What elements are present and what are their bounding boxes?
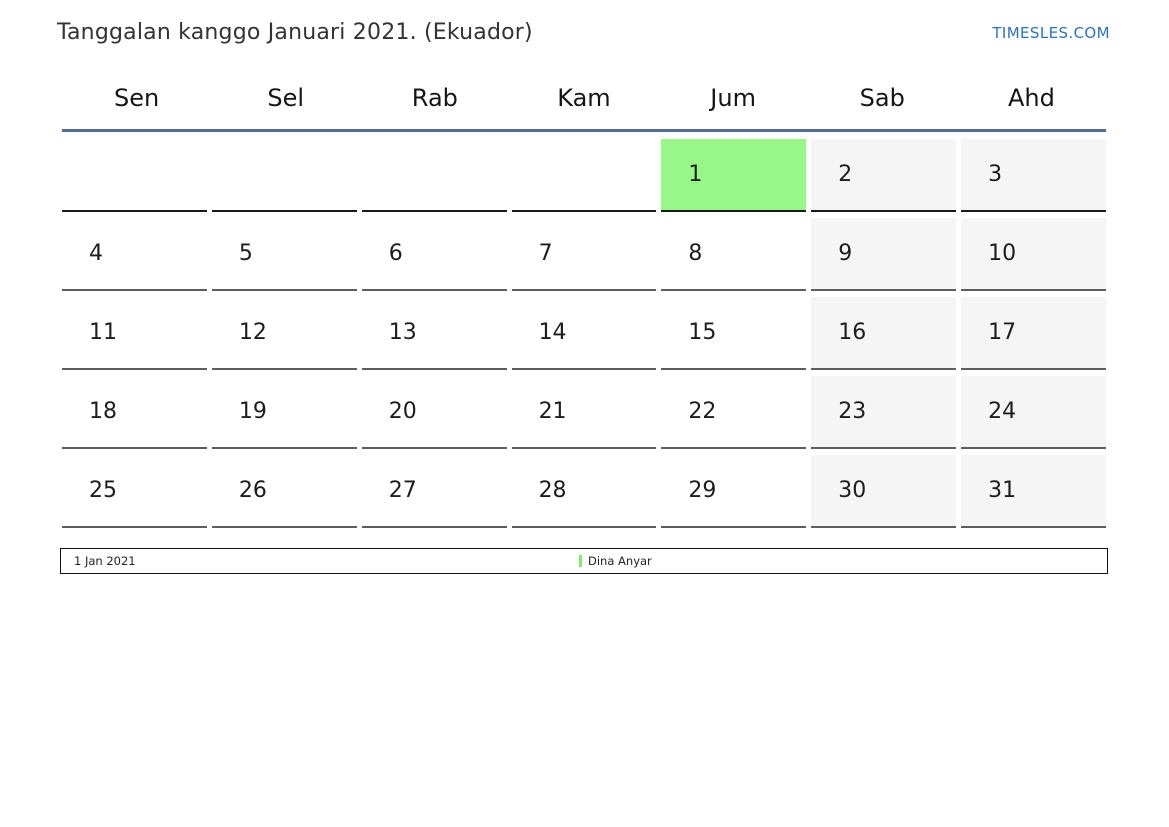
day-header: Rab <box>411 84 458 112</box>
calendar-day-cell: 19 <box>211 376 357 449</box>
calendar-day-cell: 27 <box>361 455 507 528</box>
calendar-day-cell: 15 <box>661 297 807 370</box>
calendar-day-cell: 2 <box>811 139 957 212</box>
page-title: Tanggalan kanggo Januari 2021. (Ekuador) <box>57 20 533 45</box>
day-header: Sel <box>267 84 305 112</box>
calendar-day-cell: 4 <box>62 218 207 291</box>
brand-link[interactable]: TIMESLES.COM <box>992 24 1110 42</box>
calendar-day-cell: 26 <box>211 455 357 528</box>
calendar-day-cell: 6 <box>361 218 507 291</box>
legend: Dina Anyar <box>579 549 652 573</box>
calendar: Sen Sel Rab Kam Jum Sab Ahd 1 2 3 4 5 6 7 8 9 10 11 12 13 1… <box>62 80 1106 528</box>
calendar-day-cell: 31 <box>961 455 1106 528</box>
calendar-day-cell: 18 <box>62 376 207 449</box>
calendar-day-cell: 8 <box>661 218 807 291</box>
day-header-row: Sen Sel Rab Kam Jum Sab Ahd <box>62 80 1106 129</box>
calendar-day-cell: 24 <box>961 376 1106 449</box>
calendar-day-cell: 23 <box>811 376 957 449</box>
calendar-day-cell: 30 <box>811 455 957 528</box>
calendar-day-cell: 16 <box>811 297 957 370</box>
calendar-day-cell: 22 <box>661 376 807 449</box>
calendar-day-cell-holiday: 1 <box>661 139 807 212</box>
calendar-day-cell: 7 <box>511 218 657 291</box>
calendar-day-cell: 10 <box>961 218 1106 291</box>
holiday-legend-label: Dina Anyar <box>588 554 652 568</box>
calendar-day-cell: 14 <box>511 297 657 370</box>
calendar-day-cell: 3 <box>961 139 1106 212</box>
calendar-day-cell: 12 <box>211 297 357 370</box>
day-header: Sen <box>113 84 160 112</box>
calendar-day-cell: 9 <box>811 218 957 291</box>
calendar-day-cell: 5 <box>211 218 357 291</box>
header-divider-line <box>62 129 1106 132</box>
calendar-day-cell: 28 <box>511 455 657 528</box>
footer-bar: 1 Jan 2021 Dina Anyar <box>60 548 1108 574</box>
footer-date-label: 1 Jan 2021 <box>74 554 136 568</box>
calendar-day-cell: 21 <box>511 376 657 449</box>
day-header: Ahd <box>1007 84 1055 112</box>
calendar-day-cell: 20 <box>361 376 507 449</box>
calendar-day-cell: 17 <box>961 297 1106 370</box>
calendar-day-cell: 29 <box>661 455 807 528</box>
calendar-day-cell: 13 <box>361 297 507 370</box>
holiday-legend-marker <box>579 555 582 567</box>
calendar-day-cell: 25 <box>62 455 207 528</box>
calendar-day-cell: 11 <box>62 297 207 370</box>
calendar-empty-cell <box>511 139 657 212</box>
calendar-grid: 1 2 3 4 5 6 7 8 9 10 11 12 13 14 15 16 17 18 19 20 21 22 23 24 2… <box>62 139 1106 528</box>
day-header: Jum <box>710 84 756 112</box>
day-header: Sab <box>859 84 905 112</box>
day-header: Kam <box>557 84 611 112</box>
calendar-empty-cell <box>62 139 207 212</box>
calendar-empty-cell <box>361 139 507 212</box>
calendar-empty-cell <box>211 139 357 212</box>
